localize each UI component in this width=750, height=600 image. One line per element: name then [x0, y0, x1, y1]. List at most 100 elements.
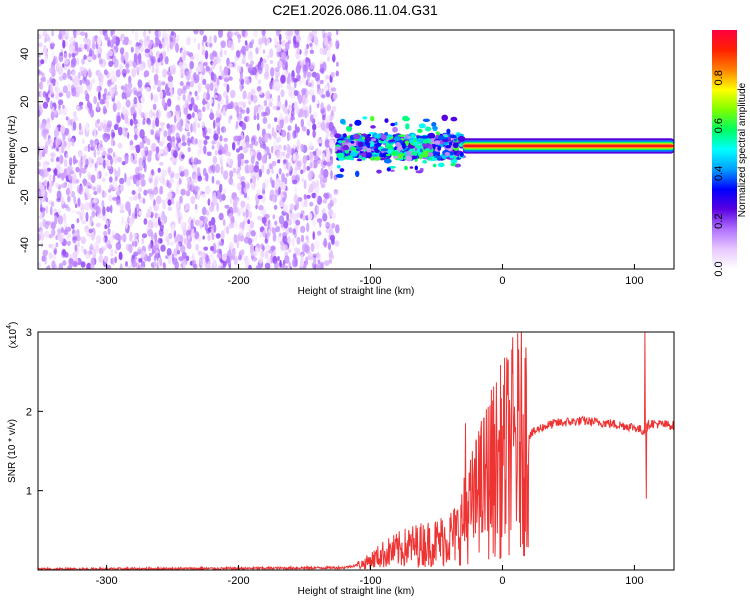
heatmap-cell — [185, 71, 191, 81]
heatmap-cell — [256, 85, 262, 92]
heatmap-cell — [127, 216, 130, 224]
heatmap-cell — [366, 134, 372, 137]
heatmap-cell — [283, 182, 286, 191]
heatmap-cell — [55, 90, 59, 100]
heatmap-cell — [54, 214, 58, 225]
heatmap-cell — [134, 110, 137, 119]
heatmap-cell — [139, 141, 145, 149]
heatmap-cell — [38, 150, 43, 161]
heatmap-cell — [39, 184, 45, 192]
heatmap-cell — [316, 218, 323, 223]
heatmap-cell — [195, 138, 198, 145]
heatmap-cell — [225, 95, 229, 105]
heatmap-cell — [157, 57, 161, 63]
heatmap-cell — [244, 159, 249, 164]
heatmap-cell — [191, 179, 194, 186]
heatmap-cell — [425, 126, 432, 132]
heatmap-cell — [447, 136, 452, 141]
heatmap-cell — [118, 166, 121, 177]
heatmap-cell — [304, 244, 310, 253]
snr-scale-exp: 4 — [6, 325, 13, 329]
heatmap-cell — [106, 120, 113, 128]
heatmap-cell — [79, 185, 83, 193]
heatmap-cell — [264, 244, 271, 250]
heatmap-cell — [431, 122, 437, 127]
heatmap-cell — [241, 122, 247, 131]
heatmap-cell — [250, 88, 256, 96]
heatmap-cell — [264, 238, 268, 244]
heatmap-cell — [353, 133, 361, 140]
heatmap-cell — [56, 197, 62, 202]
heatmap-cell — [64, 30, 69, 38]
heatmap-cell — [92, 186, 97, 191]
heatmap-cell — [269, 176, 273, 184]
heatmap-cell — [197, 175, 202, 182]
heatmap-cell — [90, 140, 96, 150]
heatmap-cell — [174, 260, 179, 269]
heatmap-cell — [309, 42, 312, 48]
heatmap-cell — [100, 73, 105, 82]
heatmap-cell — [45, 205, 49, 214]
heatmap-cell — [364, 136, 372, 142]
heatmap-cell — [427, 132, 436, 140]
heatmap-cell — [294, 247, 297, 253]
heatmap-cell — [132, 159, 137, 165]
heatmap-cell — [269, 48, 274, 58]
heatmap-cell — [186, 113, 192, 120]
heatmap-cell — [306, 71, 312, 78]
heatmap-cell — [249, 243, 254, 253]
heatmap-cell — [87, 193, 92, 200]
heatmap-cell — [190, 195, 196, 205]
snr-y-tick-label: 3 — [26, 327, 32, 339]
heatmap-cell — [85, 211, 89, 222]
heatmap-cell — [202, 92, 208, 101]
heatmap-cell — [252, 175, 256, 184]
heatmap-cell — [201, 121, 206, 129]
heatmap-cell — [134, 152, 137, 161]
heatmap-cell — [104, 69, 108, 76]
heatmap-cell — [309, 201, 314, 207]
heatmap-cell — [265, 90, 271, 100]
heatmap-cell — [199, 30, 204, 36]
spectrogram-x-tick-label: 0 — [499, 275, 505, 287]
heatmap-cell — [144, 135, 148, 143]
heatmap-cell — [141, 173, 145, 179]
heatmap-cell — [177, 216, 182, 225]
heatmap-cell — [384, 118, 389, 123]
heatmap-cell — [113, 124, 119, 131]
heatmap-cell — [87, 156, 92, 164]
heatmap-cell — [270, 145, 274, 154]
heatmap-cell — [146, 39, 152, 50]
snr-y-label: SNR (10 * v/v) — [7, 419, 18, 483]
heatmap-cell — [307, 35, 311, 43]
heatmap-cell — [45, 197, 49, 203]
heatmap-cell — [42, 129, 49, 134]
heatmap-cell — [123, 114, 129, 123]
heatmap-cell — [64, 204, 69, 209]
heatmap-cell — [66, 90, 71, 99]
heatmap-cell — [175, 132, 180, 139]
heatmap-cell — [293, 89, 299, 97]
heatmap-cell — [419, 153, 423, 160]
heatmap-cell — [200, 146, 203, 154]
heatmap-cell — [178, 142, 183, 148]
heatmap-cell — [366, 152, 372, 159]
heatmap-cell — [313, 35, 318, 45]
heatmap-cell — [214, 163, 221, 174]
heatmap-cell — [289, 203, 295, 211]
heatmap-cell — [80, 236, 87, 245]
heatmap-cell — [219, 196, 223, 203]
heatmap-cell — [42, 218, 47, 228]
heatmap-cell — [54, 86, 58, 92]
heatmap-cell — [183, 168, 189, 177]
heatmap-cell — [82, 155, 86, 165]
heatmap-cell — [229, 115, 233, 120]
heatmap-cell — [303, 163, 307, 173]
heatmap-cell — [287, 125, 292, 131]
heatmap-cell — [407, 136, 412, 139]
heatmap-cell — [190, 219, 194, 230]
heatmap-cell — [83, 67, 87, 78]
heatmap-cell — [223, 66, 229, 76]
heatmap-cell — [303, 72, 307, 79]
heatmap-cell — [162, 50, 167, 60]
